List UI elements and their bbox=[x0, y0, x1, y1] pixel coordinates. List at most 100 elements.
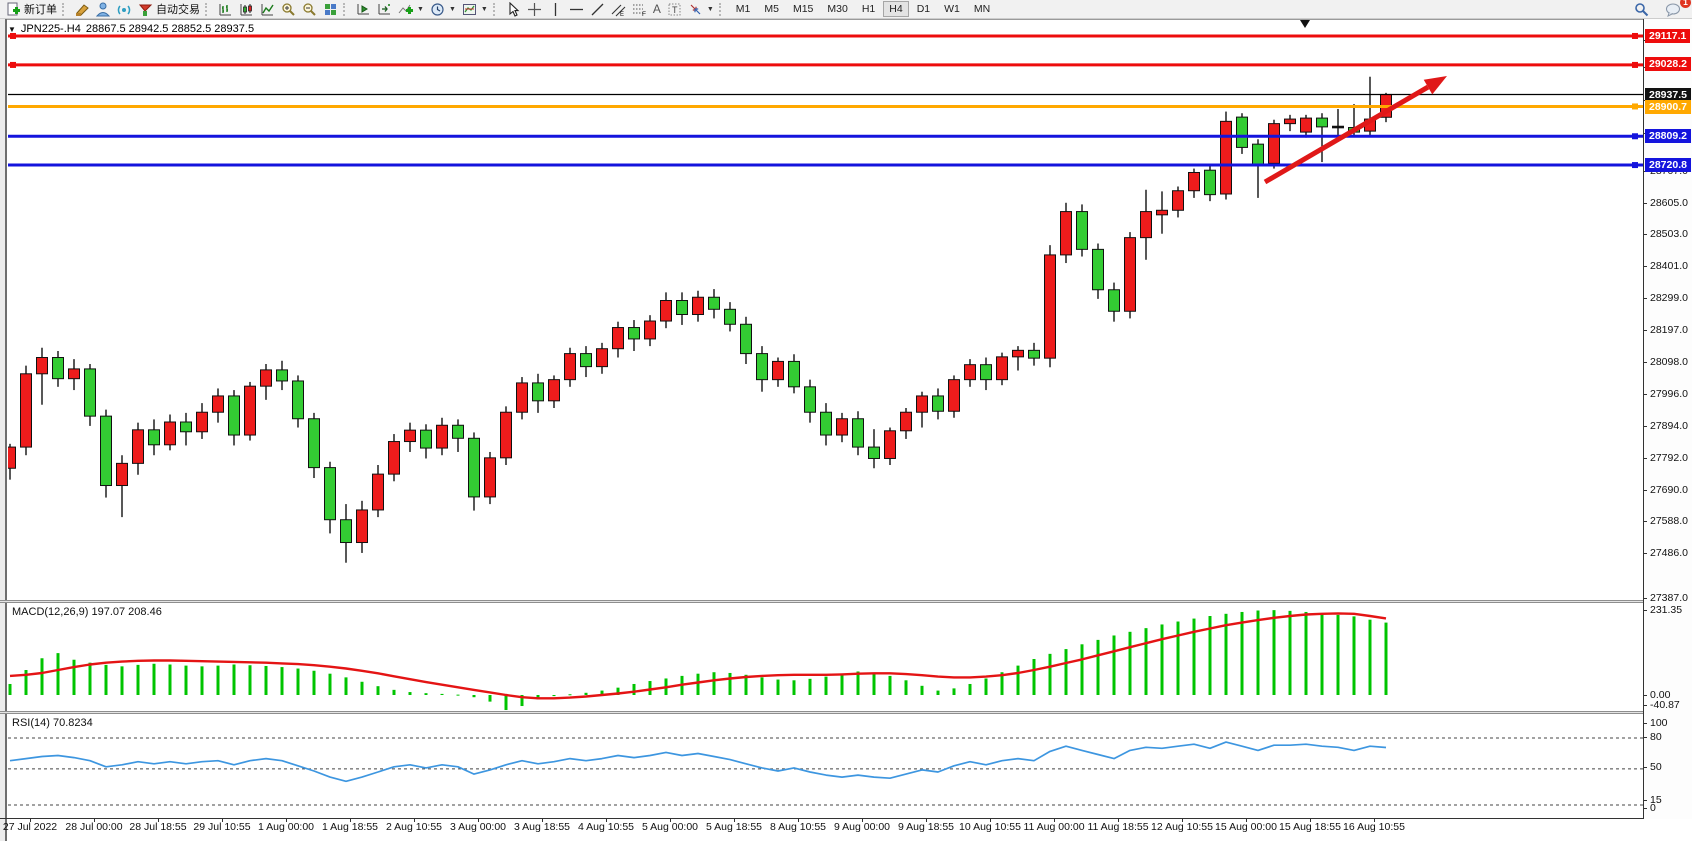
price-tag-28900.7[interactable]: 28900.7 bbox=[1645, 100, 1691, 114]
macd-histogram-bar bbox=[56, 653, 60, 695]
tile-windows-button[interactable] bbox=[320, 1, 341, 18]
chat-button[interactable]: 1 bbox=[1662, 0, 1691, 18]
candle bbox=[1124, 232, 1136, 319]
macd-histogram-bar bbox=[872, 672, 876, 695]
axis-tick-mark bbox=[1643, 266, 1647, 267]
line-handle[interactable] bbox=[10, 32, 16, 39]
axis-tick-label: 27588.0 bbox=[1650, 515, 1688, 527]
candle bbox=[100, 409, 112, 498]
macd-histogram-bar bbox=[1368, 619, 1372, 695]
candle bbox=[1284, 114, 1296, 132]
line-handle[interactable] bbox=[10, 61, 16, 68]
price-axis-column[interactable] bbox=[1643, 19, 1692, 819]
timeframe-m1[interactable]: M1 bbox=[735, 3, 751, 15]
timeframe-m5[interactable]: M5 bbox=[764, 3, 779, 15]
cursor-tool-button[interactable] bbox=[503, 1, 524, 18]
candle bbox=[1188, 168, 1200, 198]
candle bbox=[1108, 282, 1120, 322]
macd-histogram-bar bbox=[968, 683, 972, 695]
candle bbox=[900, 407, 912, 439]
search-button[interactable] bbox=[1631, 1, 1652, 18]
candle bbox=[772, 357, 784, 387]
price-tag-28720.8[interactable]: 28720.8 bbox=[1645, 158, 1691, 172]
line-handle[interactable] bbox=[1632, 162, 1638, 169]
signal-button[interactable] bbox=[114, 1, 135, 18]
macd-histogram-bar bbox=[1096, 639, 1100, 695]
candle bbox=[852, 411, 864, 456]
candle bbox=[932, 388, 944, 420]
axis-tick-mark bbox=[1643, 330, 1647, 331]
price-tag-28809.2[interactable]: 28809.2 bbox=[1645, 129, 1691, 143]
chart-shift-button[interactable] bbox=[374, 1, 395, 18]
chart-shift-marker[interactable] bbox=[1300, 20, 1310, 28]
pane-splitter[interactable] bbox=[0, 600, 1692, 603]
channel-tool-button[interactable]: E bbox=[608, 1, 629, 18]
macd-histogram-bar bbox=[88, 662, 92, 695]
price-tag-29117.1[interactable]: 29117.1 bbox=[1645, 29, 1691, 43]
candle bbox=[228, 390, 240, 446]
date-tick-mark bbox=[926, 818, 927, 822]
auto-scroll-button[interactable] bbox=[353, 1, 374, 18]
timeframe-h1[interactable]: H1 bbox=[861, 3, 876, 15]
pane-splitter[interactable] bbox=[0, 711, 1692, 714]
zoom-out-icon bbox=[302, 2, 317, 17]
candle bbox=[244, 381, 256, 441]
timeframe-d1[interactable]: D1 bbox=[916, 3, 931, 15]
price-tag-29028.2[interactable]: 29028.2 bbox=[1645, 57, 1691, 71]
autotrading-button[interactable]: 自动交易 bbox=[135, 1, 203, 18]
price-tag-28937.5[interactable]: 28937.5 bbox=[1645, 88, 1691, 102]
macd-pane bbox=[8, 603, 1643, 711]
macd-histogram-bar bbox=[1112, 635, 1116, 695]
new-order-button[interactable]: 新订单 bbox=[3, 1, 60, 18]
line-handle[interactable] bbox=[1632, 61, 1638, 68]
svg-text:T: T bbox=[672, 5, 678, 15]
timeframe-w1[interactable]: W1 bbox=[944, 3, 960, 15]
indicators-button[interactable]: ▼ bbox=[395, 1, 427, 18]
date-tick-mark bbox=[30, 818, 31, 822]
line-chart-mode-button[interactable] bbox=[257, 1, 278, 18]
candle bbox=[180, 412, 192, 446]
timeframe-mn[interactable]: MN bbox=[973, 3, 991, 15]
line-handle[interactable] bbox=[1632, 32, 1638, 39]
candle bbox=[660, 292, 672, 329]
date-tick-mark bbox=[222, 818, 223, 822]
line-handle[interactable] bbox=[1632, 103, 1638, 110]
zoom-out-button[interactable] bbox=[299, 1, 320, 18]
timeframe-m30[interactable]: M30 bbox=[827, 3, 848, 15]
axis-tick-label: 27996.0 bbox=[1650, 388, 1688, 400]
axis-tick-mark bbox=[1643, 695, 1647, 696]
periods-button[interactable]: ▼ bbox=[427, 1, 459, 18]
templates-button[interactable]: ▼ bbox=[459, 1, 491, 18]
candle bbox=[676, 292, 688, 325]
date-label: 12 Aug 10:55 bbox=[1151, 821, 1213, 833]
label-tool-button[interactable]: T bbox=[664, 1, 685, 18]
styler-button[interactable] bbox=[72, 1, 93, 18]
crosshair-tool-button[interactable] bbox=[524, 1, 545, 18]
candle bbox=[1220, 111, 1232, 200]
chart-menu-caret-icon[interactable]: ▼ bbox=[8, 24, 16, 34]
profile-button[interactable] bbox=[93, 1, 114, 18]
window-left-frame bbox=[0, 19, 7, 841]
text-tool-button[interactable]: A bbox=[650, 1, 664, 18]
date-tick-mark bbox=[1246, 818, 1247, 822]
date-tick-mark bbox=[350, 818, 351, 822]
macd-histogram-bar bbox=[1160, 624, 1164, 695]
trend-arrow[interactable] bbox=[1263, 76, 1447, 185]
axis-tick-mark bbox=[1643, 723, 1647, 724]
trendline-tool-button[interactable] bbox=[587, 1, 608, 18]
line-handle[interactable] bbox=[1632, 133, 1638, 140]
candlestick-mode-button[interactable] bbox=[236, 1, 257, 18]
zoom-in-button[interactable] bbox=[278, 1, 299, 18]
arrows-tool-button[interactable]: ▼ bbox=[685, 1, 717, 18]
timeframe-m15[interactable]: M15 bbox=[792, 3, 814, 15]
horizontal-line-tool-button[interactable] bbox=[566, 1, 587, 18]
vertical-line-tool-button[interactable] bbox=[545, 1, 566, 18]
candle bbox=[84, 364, 96, 426]
candle bbox=[1204, 163, 1216, 202]
macd-histogram-bar bbox=[920, 685, 924, 695]
macd-histogram-bar bbox=[760, 677, 764, 695]
bar-chart-mode-button[interactable] bbox=[215, 1, 236, 18]
timeframe-h4[interactable]: H4 bbox=[883, 1, 909, 17]
fibonacci-tool-button[interactable]: F bbox=[629, 1, 650, 18]
axis-tick-label: 28299.0 bbox=[1650, 292, 1688, 304]
